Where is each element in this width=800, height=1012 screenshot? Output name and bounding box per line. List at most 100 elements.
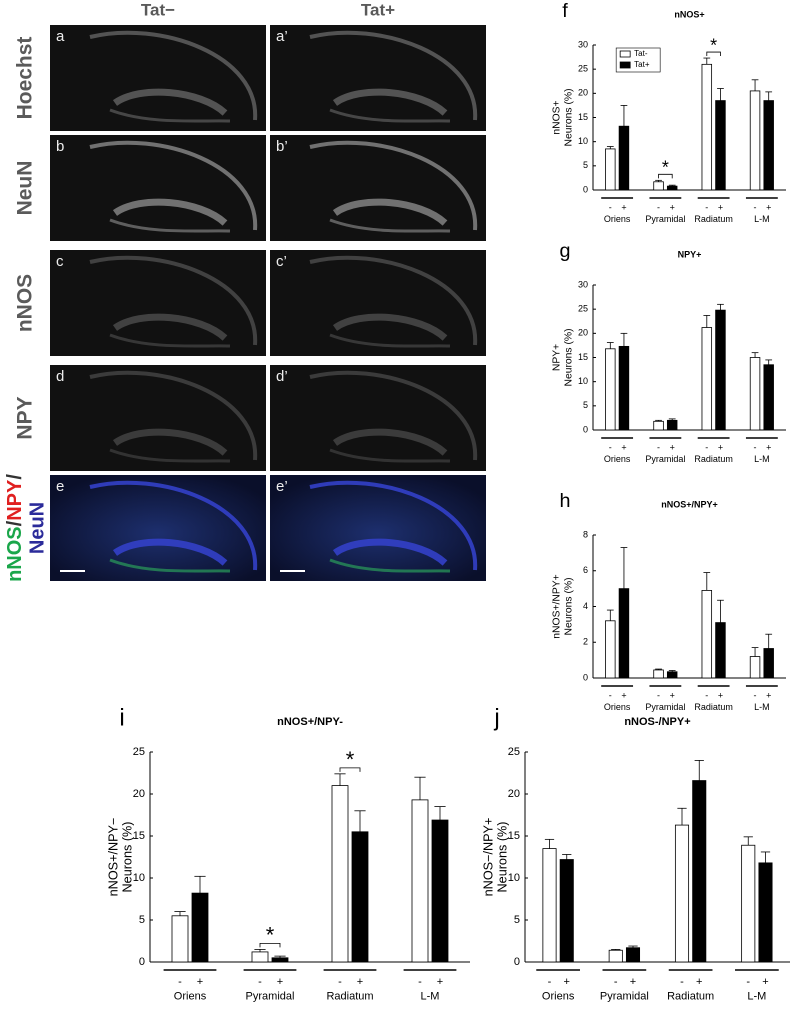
label-part: / [4, 520, 26, 526]
significance-bracket [658, 173, 673, 179]
bar [701, 327, 713, 431]
panel-letter: b’ [276, 138, 288, 155]
x-tick-label: Oriens [542, 990, 575, 1002]
group-label: - [705, 202, 708, 212]
micrograph [50, 365, 266, 471]
row-label: NeuN [14, 161, 37, 216]
group-label: - [418, 976, 422, 988]
tissue-layer [89, 255, 258, 346]
y-tick-label: 15 [578, 352, 588, 362]
x-tick-label: Pyramidal [645, 702, 685, 712]
significance-bracket [259, 943, 281, 948]
tissue-layer [329, 448, 451, 463]
panel-letter: g [559, 240, 570, 262]
y-tick-label: 15 [508, 830, 520, 842]
y-axis-label: nNOS+/NPY+ [552, 574, 563, 638]
bar [653, 420, 664, 431]
group-label: + [621, 442, 626, 452]
x-tick-label: Oriens [604, 214, 631, 224]
bar [605, 348, 616, 431]
group-label: + [621, 202, 626, 212]
panel-letter: j [493, 704, 499, 731]
column-header: Tat− [141, 0, 175, 19]
y-axis-label: nNOS−/NPY+ [481, 818, 495, 897]
group-label: - [614, 976, 618, 988]
group-label: - [657, 202, 660, 212]
group-label: + [670, 202, 675, 212]
label-part: / [4, 474, 26, 480]
chart-title: nNOS+ [674, 9, 704, 19]
tissue-layer [332, 428, 448, 456]
bar [692, 780, 707, 963]
group-label: - [746, 976, 750, 988]
bar [331, 785, 349, 963]
y-tick-label: 30 [578, 279, 588, 289]
x-tick-label: Radiatum [694, 702, 733, 712]
bar [674, 824, 690, 963]
group-label: + [197, 976, 203, 988]
tissue-layer [309, 370, 478, 461]
group-label: + [564, 976, 570, 988]
group-label: - [338, 976, 342, 988]
panel-letter: i [119, 704, 124, 731]
tissue-layer [89, 480, 258, 571]
x-tick-label: L-M [754, 214, 770, 224]
group-label: + [718, 202, 723, 212]
group-label: - [754, 442, 757, 452]
group-label: + [766, 690, 771, 700]
bar [666, 419, 678, 431]
chart-title: nNOS-/NPY+ [624, 716, 690, 728]
panel-letter: f [562, 0, 568, 22]
tissue-layer [112, 538, 228, 566]
group-label: + [696, 976, 702, 988]
legend-swatch [619, 61, 631, 69]
y-tick-label: 0 [514, 956, 520, 968]
micrograph [270, 250, 486, 356]
y-axis-label: Neurons (%) [563, 577, 574, 635]
tissue-layer [309, 140, 478, 231]
x-tick-label: L-M [421, 990, 440, 1002]
bar [763, 100, 774, 191]
y-axis-label: Neurons (%) [496, 822, 510, 893]
group-label: + [718, 690, 723, 700]
x-tick-label: Pyramidal [645, 454, 685, 464]
chart-title: nNOS+/NPY- [277, 716, 343, 728]
significance-label: * [346, 747, 355, 772]
x-tick-label: L-M [747, 990, 766, 1002]
x-tick-label: Pyramidal [645, 214, 685, 224]
y-tick-label: 5 [139, 914, 145, 926]
bar [605, 148, 616, 191]
bar [251, 951, 269, 963]
panel-letter: d [56, 368, 64, 385]
panel-letter: h [559, 490, 570, 512]
bar [653, 181, 664, 191]
bar [605, 620, 616, 679]
column-header: Tat+ [361, 0, 395, 19]
y-tick-label: 30 [578, 39, 588, 49]
tissue-layer [89, 30, 258, 121]
panel-letter: a’ [276, 28, 288, 45]
micrograph [50, 25, 266, 131]
panel-letter: e [56, 478, 64, 495]
group-label: + [277, 976, 283, 988]
y-tick-label: 5 [583, 400, 588, 410]
bar [666, 671, 678, 679]
tissue-layer [329, 558, 451, 573]
chart-title: NPY+ [678, 249, 702, 259]
panel-letter: c’ [276, 253, 287, 270]
bar [701, 590, 713, 679]
y-tick-label: 10 [508, 872, 520, 884]
bar [351, 831, 369, 963]
bar [758, 862, 773, 963]
x-tick-label: Oriens [604, 454, 631, 464]
y-tick-label: 0 [583, 672, 588, 682]
bar [749, 357, 761, 431]
bar [715, 309, 726, 431]
bar [411, 799, 429, 963]
row-label: nNOS/NPY/ [4, 474, 26, 582]
group-label: - [705, 690, 708, 700]
x-tick-label: Pyramidal [600, 990, 649, 1002]
significance-label: * [662, 158, 669, 178]
bar [542, 848, 557, 963]
